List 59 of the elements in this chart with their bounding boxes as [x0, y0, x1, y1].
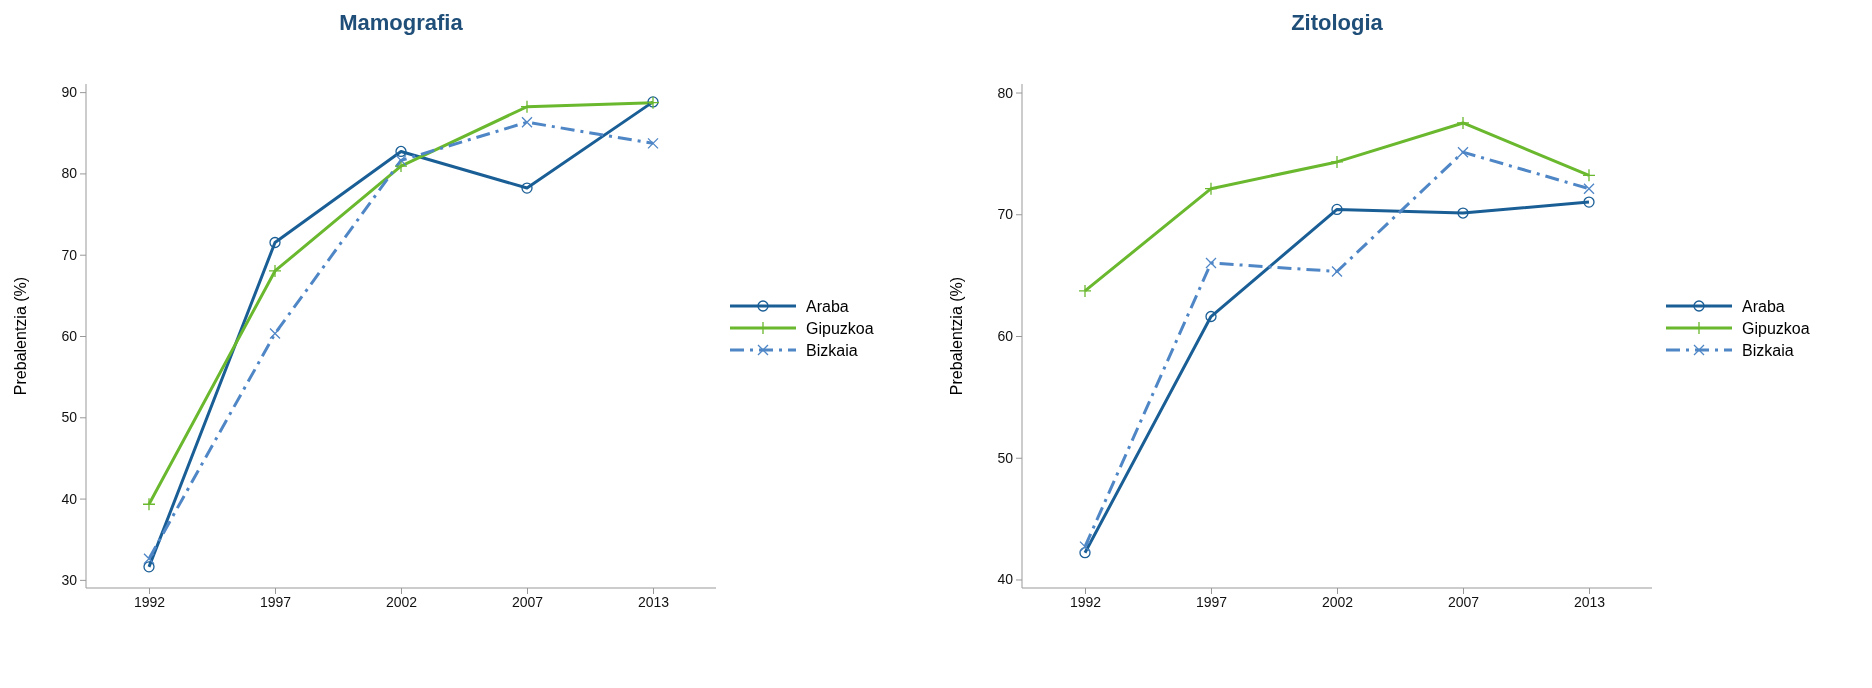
- point: [1330, 155, 1344, 169]
- y-tick-label: 30: [61, 571, 78, 588]
- x-tick-label: 2002: [1321, 593, 1354, 610]
- y-tick-label: 60: [61, 327, 78, 344]
- point: [142, 497, 156, 511]
- point: [1204, 182, 1218, 196]
- point: [269, 327, 281, 340]
- point: [1583, 183, 1595, 195]
- point: [394, 159, 408, 173]
- y-tick-label: 80: [61, 165, 78, 182]
- point: [521, 182, 533, 194]
- x-tick-label: 1992: [1069, 593, 1102, 610]
- point: [1331, 265, 1343, 278]
- point: [395, 154, 407, 167]
- y-tick-label: 70: [61, 246, 78, 263]
- x-tick-label: 2007: [511, 593, 544, 610]
- legend-label: Gipuzkoa: [806, 320, 874, 337]
- chart-title: Mamografia: [339, 10, 464, 35]
- y-tick-label: 70: [997, 206, 1014, 223]
- legend-label: Araba: [1742, 298, 1785, 315]
- y-tick-label: 50: [61, 409, 78, 426]
- point: [1205, 310, 1217, 323]
- legend-label: Bizkaia: [806, 342, 858, 359]
- point: [1582, 168, 1596, 182]
- chart-title: Zitologia: [1291, 10, 1384, 35]
- x-tick-label: 2007: [1447, 593, 1480, 610]
- point: [1457, 207, 1469, 219]
- x-tick-label: 1992: [133, 593, 166, 610]
- point: [1078, 284, 1092, 298]
- x-tick-label: 2013: [637, 593, 670, 610]
- y-tick-label: 40: [997, 571, 1014, 588]
- x-tick-label: 2002: [385, 593, 418, 610]
- point: [268, 264, 282, 278]
- point: [1079, 547, 1091, 559]
- x-tick-label: 1997: [259, 593, 292, 610]
- x-tick-label: 2013: [1573, 593, 1606, 610]
- point: [143, 561, 155, 573]
- x-tick-label: 1997: [1195, 593, 1228, 610]
- y-tick-label: 80: [997, 84, 1014, 101]
- point: [1457, 146, 1469, 158]
- point: [1583, 196, 1595, 208]
- point: [143, 553, 155, 565]
- y-tick-label: 60: [997, 327, 1014, 344]
- y-axis-title: Prebalentzia (%): [948, 276, 965, 396]
- legend-label: Bizkaia: [1742, 342, 1794, 359]
- y-tick-label: 40: [61, 490, 78, 507]
- legend-label: Gipuzkoa: [1742, 320, 1810, 337]
- point: [395, 145, 407, 158]
- point: [269, 236, 281, 249]
- point: [1456, 116, 1470, 130]
- point: [521, 116, 533, 128]
- y-tick-label: 90: [61, 84, 78, 101]
- point: [1079, 540, 1091, 553]
- point: [1331, 203, 1343, 216]
- point: [647, 137, 659, 149]
- y-axis-title: Prebalentzia (%): [12, 276, 29, 396]
- y-tick-label: 50: [997, 449, 1014, 466]
- point: [1205, 257, 1217, 269]
- legend-label: Araba: [806, 298, 849, 315]
